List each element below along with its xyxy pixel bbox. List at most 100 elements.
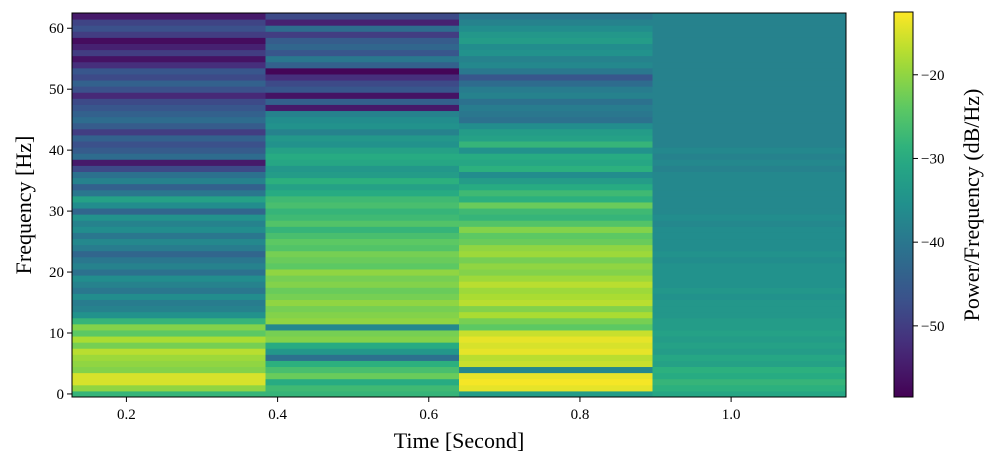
spectrogram-cell (72, 269, 266, 276)
spectrogram-cell (652, 366, 847, 374)
spectrogram-cell (72, 67, 266, 75)
spectrogram-cell (72, 317, 266, 325)
y-tick-label: 50 (49, 82, 64, 98)
spectrogram-cell (459, 354, 653, 361)
spectrogram-cell (652, 275, 847, 282)
spectrogram-cell (72, 366, 266, 374)
spectrogram-cell (265, 141, 460, 148)
spectrogram-cell (265, 61, 460, 69)
colorbar-tick-label: −30 (921, 151, 944, 167)
spectrogram-cell (652, 147, 847, 154)
spectrogram-cell (652, 390, 847, 398)
spectrogram-cell (72, 342, 266, 349)
spectrogram-cell (265, 67, 460, 75)
spectrogram-cell (652, 37, 847, 44)
spectrogram-cell (459, 360, 653, 368)
y-tick-label: 60 (49, 21, 64, 37)
spectrogram-cell (459, 153, 653, 160)
spectrogram-cell (459, 183, 653, 191)
spectrogram-cell (265, 293, 460, 300)
spectrogram-cell (652, 141, 847, 148)
spectrogram-cell (72, 25, 266, 32)
spectrogram-cell (265, 311, 460, 319)
spectrogram-cell (72, 147, 266, 154)
spectrogram-cell (265, 147, 460, 154)
spectrogram-cell (265, 98, 460, 105)
spectrogram-cell (72, 159, 266, 166)
y-tick-label: 10 (49, 326, 64, 342)
spectrogram-cell (72, 128, 266, 136)
spectrogram-cell (72, 195, 266, 203)
spectrogram-cell (652, 171, 847, 179)
colorbar (893, 11, 914, 398)
spectrogram-cell (459, 195, 653, 203)
colorbar-tick-label: −40 (921, 235, 944, 251)
spectrogram-cell (652, 13, 847, 20)
spectrogram-cell (459, 128, 653, 136)
spectrogram-cell (459, 110, 653, 118)
spectrogram-cell (459, 73, 653, 81)
spectrogram-cell (652, 159, 847, 166)
spectrogram-cell (459, 323, 653, 331)
spectrogram-cell (459, 201, 653, 209)
spectrogram-cell (459, 61, 653, 69)
spectrogram-cell (265, 238, 460, 246)
x-axis: 0.2 0.4 0.6 0.8 1.0 (117, 397, 740, 423)
x-tick-label: 0.4 (268, 407, 287, 423)
spectrogram-cell (72, 177, 266, 185)
spectrogram-cell (72, 92, 266, 99)
spectrogram-cell (459, 55, 653, 63)
spectrogram-cell (72, 336, 266, 343)
spectrogram-cell (652, 372, 847, 380)
spectrogram-cell (265, 183, 460, 191)
spectrogram-cell (72, 348, 266, 355)
spectrogram-cell (72, 19, 266, 26)
spectrogram-cell (72, 141, 266, 148)
spectrogram-cell (459, 378, 653, 386)
spectrogram-cell (72, 201, 266, 209)
spectrogram-cell (265, 232, 460, 240)
spectrogram-cell (265, 43, 460, 51)
spectrogram-cell (652, 287, 847, 294)
spectrogram-cell (652, 177, 847, 185)
spectrogram-cell (459, 281, 653, 288)
spectrogram-cell (652, 262, 847, 270)
y-tick-label: 0 (57, 387, 65, 403)
spectrogram-cell (72, 293, 266, 300)
spectrogram-cell (652, 281, 847, 288)
spectrogram-cell (652, 201, 847, 209)
spectrogram-cell (652, 116, 847, 124)
spectrogram-cell (652, 256, 847, 264)
spectrogram-cell (72, 86, 266, 93)
spectrogram-cell (265, 37, 460, 44)
colorbar-title: Power/Frequency (dB/Hz) (959, 89, 984, 322)
spectrogram-cell (72, 250, 266, 258)
spectrogram-cell (265, 201, 460, 209)
spectrogram-cell (72, 281, 266, 288)
spectrogram-cell (459, 262, 653, 270)
spectrogram-cell (459, 220, 653, 227)
spectrogram-cell (72, 299, 266, 307)
spectrogram-cell (72, 183, 266, 191)
x-tick-label: 0.8 (571, 407, 590, 423)
y-tick-label: 20 (49, 265, 64, 281)
spectrogram-cell (459, 342, 653, 349)
spectrogram-cell (459, 317, 653, 325)
y-tick-label: 40 (49, 143, 64, 159)
spectrogram-cell (72, 220, 266, 227)
spectrogram-cell (459, 256, 653, 264)
spectrogram-cell (652, 92, 847, 99)
spectrogram-cell (459, 275, 653, 282)
spectrogram-cell (459, 147, 653, 154)
spectrogram-cell (652, 317, 847, 325)
spectrogram-cell (459, 299, 653, 307)
spectrogram-cell (459, 238, 653, 246)
plot-frame (71, 12, 847, 398)
spectrogram-cell (265, 336, 460, 343)
spectrogram-cell (72, 311, 266, 319)
spectrogram-cell (72, 134, 266, 142)
spectrogram-cell (459, 43, 653, 51)
spectrogram-cell (652, 305, 847, 313)
spectrogram-cell (265, 171, 460, 179)
